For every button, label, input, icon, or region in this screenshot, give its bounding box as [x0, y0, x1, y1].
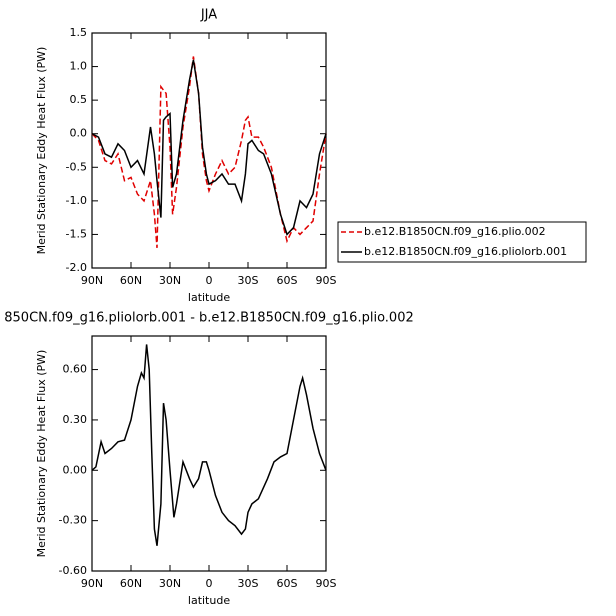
plot-frame	[91, 335, 327, 572]
x-tick-label: 90N	[81, 577, 103, 590]
y-axis-label: Merid Stationary Eddy Heat Flux (PW)	[35, 350, 48, 558]
legend-box	[337, 221, 587, 263]
line-series	[91, 56, 327, 248]
x-tick-label: 90N	[81, 274, 103, 287]
chart-title: 850CN.f09_g16.pliolorb.001 - b.e12.B1850…	[4, 311, 413, 326]
x-tick-label: 30N	[159, 274, 181, 287]
y-tick-label: 0.0	[70, 127, 88, 140]
legend-label: b.e12.B1850CN.f09_g16.pliolorb.001	[364, 245, 567, 258]
y-tick-label: -0.5	[66, 160, 87, 173]
y-tick-label: 0.60	[63, 363, 88, 376]
x-tick-label: 60N	[120, 274, 142, 287]
y-tick-label: -0.30	[59, 514, 87, 527]
plot-frame	[91, 32, 327, 269]
y-axis-label: Merid Stationary Eddy Heat Flux (PW)	[35, 47, 48, 255]
y-tick-label: -0.60	[59, 564, 87, 577]
x-tick-label: 30S	[238, 274, 259, 287]
x-tick-label: 60N	[120, 577, 142, 590]
line-series	[91, 344, 327, 546]
y-tick-label: -1.5	[66, 227, 87, 240]
y-tick-label: -1.0	[66, 194, 87, 207]
x-tick-label: 60S	[277, 577, 298, 590]
line-series	[91, 59, 327, 236]
x-tick-label: 0	[206, 274, 213, 287]
y-tick-label: 0.5	[70, 93, 88, 106]
chart-title: JJA	[200, 8, 217, 23]
x-axis-label: latitude	[188, 594, 230, 607]
y-tick-label: 1.5	[70, 26, 88, 39]
y-tick-label: 0.00	[63, 463, 88, 476]
x-tick-label: 90S	[316, 274, 337, 287]
x-tick-label: 90S	[316, 577, 337, 590]
x-tick-label: 30N	[159, 577, 181, 590]
x-tick-label: 60S	[277, 274, 298, 287]
x-tick-label: 0	[206, 577, 213, 590]
x-tick-label: 30S	[238, 577, 259, 590]
y-tick-label: -2.0	[66, 261, 87, 274]
y-tick-label: 0.30	[63, 413, 88, 426]
legend-label: b.e12.B1850CN.f09_g16.plio.002	[364, 225, 546, 238]
y-tick-label: 1.0	[70, 60, 88, 73]
x-axis-label: latitude	[188, 291, 230, 304]
